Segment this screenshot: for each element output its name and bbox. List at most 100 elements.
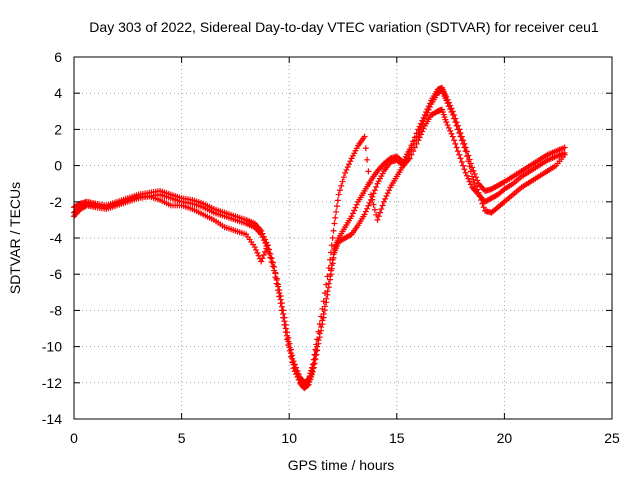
data-point bbox=[424, 106, 431, 113]
data-point bbox=[318, 324, 325, 331]
data-point bbox=[265, 246, 272, 253]
data-point bbox=[380, 198, 387, 205]
data-point bbox=[452, 140, 459, 147]
data-point bbox=[460, 137, 467, 144]
data-point bbox=[287, 346, 294, 353]
data-point bbox=[416, 123, 423, 130]
data-point bbox=[258, 258, 265, 265]
data-point bbox=[309, 361, 316, 368]
data-layer bbox=[71, 84, 568, 392]
data-point bbox=[451, 137, 458, 144]
data-point bbox=[500, 187, 507, 194]
data-point bbox=[471, 170, 478, 177]
data-point bbox=[458, 158, 465, 165]
data-point bbox=[273, 275, 280, 282]
data-point bbox=[343, 166, 350, 173]
data-point bbox=[413, 130, 420, 137]
data-point bbox=[364, 156, 371, 163]
data-point bbox=[480, 204, 487, 211]
data-point bbox=[263, 239, 270, 246]
data-point bbox=[371, 206, 378, 213]
data-point bbox=[335, 191, 342, 198]
data-point bbox=[267, 250, 274, 257]
data-point bbox=[448, 130, 455, 137]
data-point bbox=[324, 273, 331, 280]
data-point bbox=[331, 220, 338, 227]
data-point bbox=[378, 206, 385, 213]
data-point bbox=[334, 197, 341, 204]
data-point bbox=[312, 346, 319, 353]
axis-layer: 0 5 10 15 20 25 -14 -12 -10 -8 -6 -4 -2 0 2 4 6 bbox=[42, 49, 620, 446]
data-point bbox=[406, 146, 413, 153]
data-point bbox=[458, 133, 465, 140]
data-point bbox=[408, 142, 415, 149]
data-point bbox=[329, 235, 336, 241]
data-point bbox=[319, 317, 326, 324]
data-point bbox=[333, 208, 340, 215]
data-point bbox=[457, 130, 464, 137]
data-point bbox=[291, 361, 298, 368]
data-point bbox=[290, 358, 297, 365]
data-point bbox=[281, 314, 288, 321]
data-point bbox=[260, 252, 267, 259]
data-point bbox=[444, 96, 451, 103]
data-point bbox=[420, 114, 427, 121]
data-point bbox=[278, 300, 285, 307]
data-point bbox=[463, 172, 470, 179]
data-point bbox=[328, 262, 335, 269]
data-point bbox=[349, 210, 356, 217]
data-point bbox=[448, 105, 455, 112]
data-point bbox=[374, 216, 381, 223]
data-point bbox=[253, 246, 260, 253]
data-point bbox=[332, 214, 339, 221]
data-point bbox=[362, 208, 369, 215]
data-point bbox=[352, 204, 359, 211]
data-point bbox=[269, 259, 276, 266]
data-point bbox=[346, 161, 353, 168]
data-point bbox=[333, 203, 340, 210]
data-point bbox=[425, 103, 432, 110]
data-point bbox=[410, 148, 417, 155]
y-tick-label: -2 bbox=[50, 194, 63, 210]
data-point bbox=[344, 164, 351, 171]
data-point bbox=[308, 367, 315, 374]
data-point bbox=[423, 109, 430, 116]
data-point bbox=[367, 191, 374, 198]
series-track-2 bbox=[71, 84, 568, 388]
data-point bbox=[449, 133, 456, 140]
data-point bbox=[469, 164, 476, 171]
data-point bbox=[364, 205, 371, 212]
data-point bbox=[383, 193, 390, 200]
data-point bbox=[413, 140, 420, 147]
data-point bbox=[456, 151, 463, 158]
data-point bbox=[366, 179, 373, 186]
data-point bbox=[353, 201, 360, 208]
x-tick-label: 0 bbox=[70, 430, 78, 446]
data-point bbox=[316, 321, 323, 328]
data-point bbox=[271, 263, 278, 270]
data-point bbox=[315, 328, 322, 335]
data-point bbox=[259, 230, 266, 237]
data-point bbox=[295, 371, 302, 378]
data-point bbox=[453, 119, 460, 126]
x-tick-label: 20 bbox=[497, 430, 513, 446]
data-point bbox=[289, 352, 296, 359]
data-point bbox=[382, 195, 389, 202]
y-tick-label: -12 bbox=[42, 375, 62, 391]
data-point bbox=[262, 236, 269, 243]
data-point bbox=[286, 340, 293, 347]
data-point bbox=[466, 156, 473, 163]
x-tick-label: 15 bbox=[389, 430, 405, 446]
data-point bbox=[417, 131, 424, 138]
data-point bbox=[447, 127, 454, 134]
data-point bbox=[262, 248, 269, 255]
data-point bbox=[465, 152, 472, 159]
data-point bbox=[311, 351, 318, 358]
data-point bbox=[306, 373, 313, 380]
y-tick-label: -14 bbox=[42, 411, 62, 427]
data-point bbox=[447, 102, 454, 109]
y-tick-label: -8 bbox=[50, 302, 63, 318]
data-point bbox=[321, 290, 328, 297]
data-point bbox=[462, 169, 469, 176]
data-point bbox=[379, 202, 386, 209]
